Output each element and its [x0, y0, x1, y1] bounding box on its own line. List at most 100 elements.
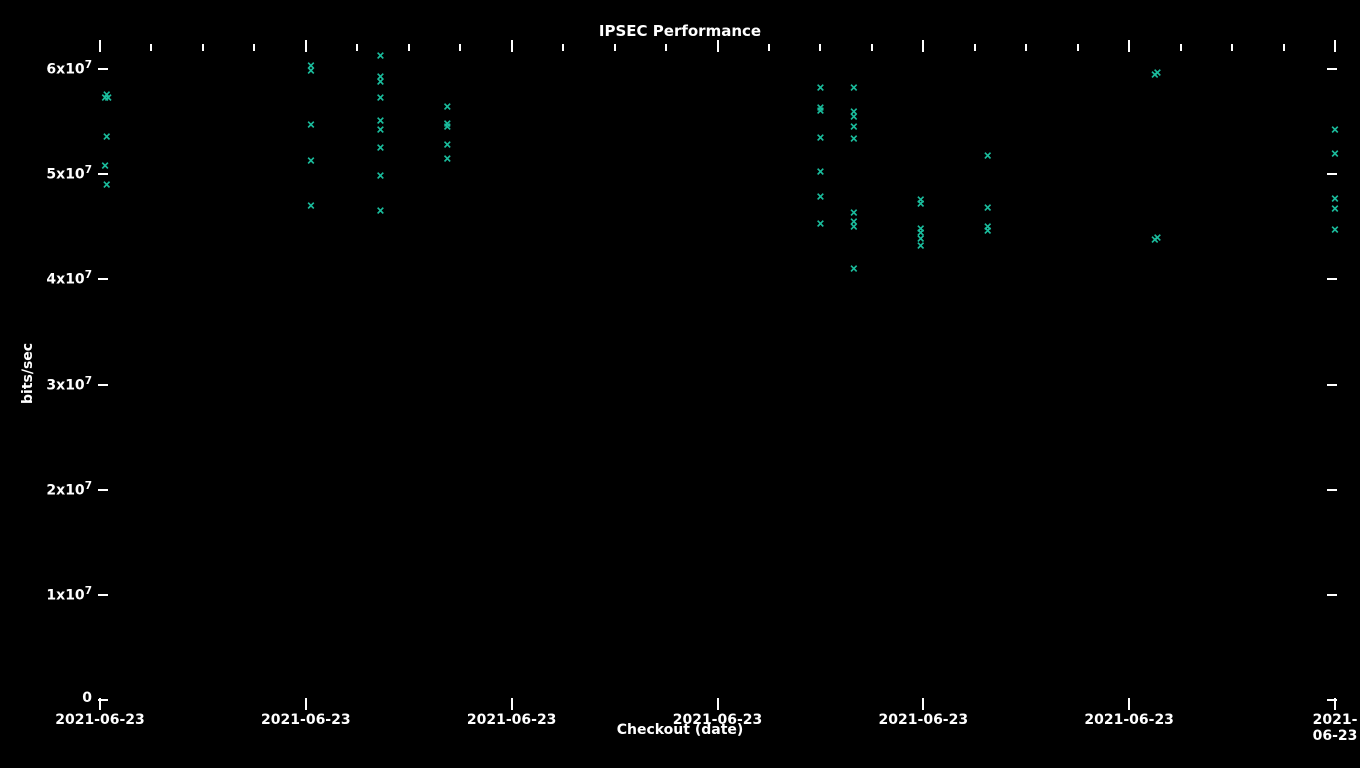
data-point: × [376, 48, 384, 64]
x-minor-tick-mark [614, 44, 616, 51]
y-tick-mark-right [1327, 594, 1337, 596]
data-point: × [307, 117, 315, 133]
x-minor-tick-mark [1025, 44, 1027, 51]
data-point: × [376, 90, 384, 106]
y-tick-mark [98, 68, 108, 70]
data-point: × [102, 129, 110, 145]
x-tick-mark [1128, 698, 1130, 710]
data-point: × [850, 205, 858, 221]
data-point: × [307, 58, 315, 74]
x-tick-mark-top [717, 40, 719, 52]
y-tick-label: 0 [82, 690, 92, 706]
x-tick-label: 2021-06-23 [261, 712, 351, 728]
x-tick-label: 2021-06-23 [1313, 712, 1358, 744]
ipsec-performance-chart: IPSEC Performancebits/secCheckout (date)… [0, 0, 1360, 768]
data-point: × [850, 104, 858, 120]
data-point: × [1331, 146, 1339, 162]
x-tick-mark [717, 698, 719, 710]
y-tick-label: 4x107 [46, 269, 92, 288]
x-minor-tick-mark [202, 44, 204, 51]
data-point: × [983, 200, 991, 216]
y-tick-mark-right [1327, 489, 1337, 491]
x-tick-mark-top [1128, 40, 1130, 52]
x-tick-label: 2021-06-23 [673, 712, 763, 728]
data-point: × [983, 148, 991, 164]
data-point: × [1153, 230, 1161, 246]
data-point: × [376, 203, 384, 219]
data-point: × [376, 140, 384, 156]
data-point: × [816, 100, 824, 116]
y-tick-label: 1x107 [46, 585, 92, 604]
data-point: × [983, 219, 991, 235]
x-minor-tick-mark [1077, 44, 1079, 51]
data-point: × [850, 261, 858, 277]
data-point: × [443, 99, 451, 115]
data-point: × [376, 113, 384, 129]
y-tick-mark [98, 278, 108, 280]
x-minor-tick-mark [974, 44, 976, 51]
data-point: × [917, 221, 925, 237]
data-point: × [376, 69, 384, 85]
y-axis-label: bits/sec [20, 343, 36, 404]
x-minor-tick-mark [768, 44, 770, 51]
data-point: × [816, 189, 824, 205]
x-minor-tick-mark [665, 44, 667, 51]
x-tick-mark-top [511, 40, 513, 52]
data-point: × [102, 177, 110, 193]
x-tick-mark-top [922, 40, 924, 52]
y-tick-mark [98, 384, 108, 386]
data-point: × [1153, 65, 1161, 81]
data-point: × [376, 168, 384, 184]
data-point: × [443, 151, 451, 167]
x-minor-tick-mark [356, 44, 358, 51]
x-minor-tick-mark [819, 44, 821, 51]
x-minor-tick-mark [871, 44, 873, 51]
data-point: × [917, 192, 925, 208]
y-tick-mark [98, 489, 108, 491]
x-tick-mark [99, 698, 101, 710]
y-tick-mark-right [1327, 278, 1337, 280]
x-minor-tick-mark [562, 44, 564, 51]
x-minor-tick-mark [459, 44, 461, 51]
data-point: × [816, 80, 824, 96]
y-tick-mark [98, 594, 108, 596]
data-point: × [1331, 222, 1339, 238]
y-tick-label: 2x107 [46, 480, 92, 499]
data-point: × [102, 87, 110, 103]
y-tick-mark-right [1327, 68, 1337, 70]
x-minor-tick-mark [150, 44, 152, 51]
x-minor-tick-mark [1180, 44, 1182, 51]
data-point: × [816, 164, 824, 180]
data-point: × [307, 153, 315, 169]
y-tick-label: 3x107 [46, 375, 92, 394]
x-minor-tick-mark [1231, 44, 1233, 51]
y-tick-label: 6x107 [46, 59, 92, 78]
x-tick-mark-top [305, 40, 307, 52]
x-minor-tick-mark [408, 44, 410, 51]
x-tick-label: 2021-06-23 [467, 712, 557, 728]
x-tick-mark [305, 698, 307, 710]
x-tick-label: 2021-06-23 [879, 712, 969, 728]
x-tick-mark [511, 698, 513, 710]
data-point: × [1331, 122, 1339, 138]
data-point: × [816, 130, 824, 146]
x-tick-mark-top [1334, 40, 1336, 52]
x-tick-mark [1334, 698, 1336, 710]
y-tick-label: 5x107 [46, 164, 92, 183]
data-point: × [850, 80, 858, 96]
data-point: × [1331, 191, 1339, 207]
x-tick-mark [922, 698, 924, 710]
data-point: × [443, 116, 451, 132]
y-tick-mark-right [1327, 384, 1337, 386]
x-tick-label: 2021-06-23 [55, 712, 145, 728]
x-tick-label: 2021-06-23 [1084, 712, 1174, 728]
data-point: × [101, 158, 109, 174]
data-point: × [443, 137, 451, 153]
x-minor-tick-mark [1283, 44, 1285, 51]
x-minor-tick-mark [253, 44, 255, 51]
x-tick-mark-top [99, 40, 101, 52]
chart-title: IPSEC Performance [599, 22, 761, 40]
data-point: × [816, 216, 824, 232]
data-point: × [307, 198, 315, 214]
y-tick-mark-right [1327, 173, 1337, 175]
